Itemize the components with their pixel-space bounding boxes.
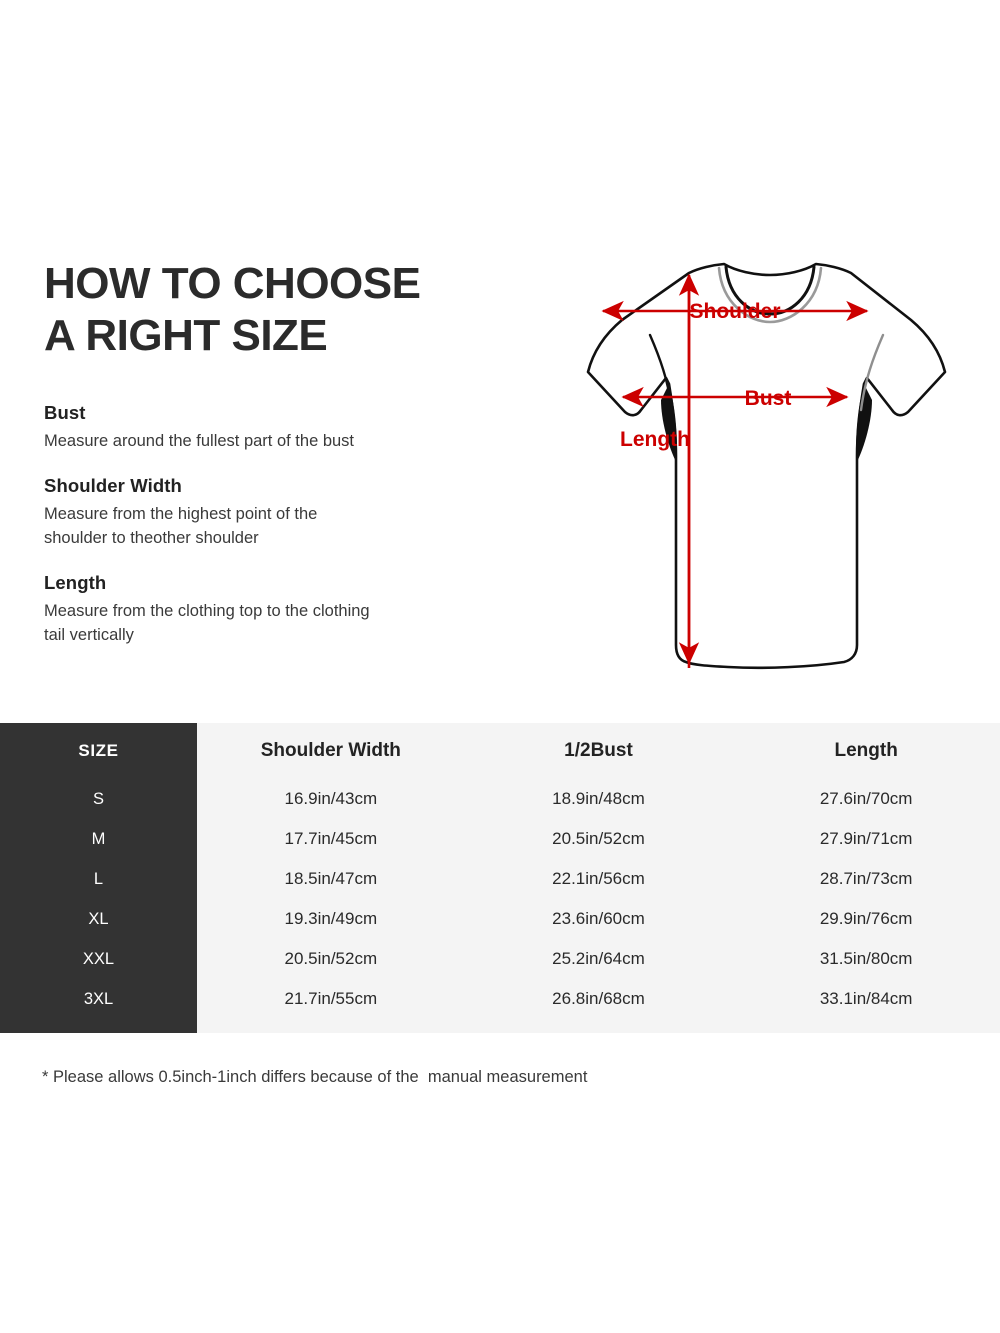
table-cell-shoulder: 17.7in/45cm (197, 819, 465, 859)
table-cell-shoulder: 20.5in/52cm (197, 939, 465, 979)
sleeve-seam-right (859, 333, 885, 412)
measurement-disclaimer: * Please allows 0.5inch-1inch differs be… (42, 1068, 588, 1086)
definition-desc-bust: Measure around the fullest part of the b… (44, 431, 355, 450)
table-cell-bust: 23.6in/60cm (464, 899, 733, 939)
shoulder-label: Shoulder (689, 300, 780, 323)
table-row: M 17.7in/45cm 20.5in/52cm 27.9in/71cm (0, 819, 1000, 859)
table-cell-size: XL (0, 899, 197, 939)
table-cell-length: 31.5in/80cm (732, 939, 1000, 979)
table-cell-bust: 26.8in/68cm (464, 979, 733, 1033)
table-cell-bust: 18.9in/48cm (464, 779, 733, 819)
table-row: L 18.5in/47cm 22.1in/56cm 28.7in/73cm (0, 859, 1000, 899)
table-header-row: SIZE Shoulder Width 1/2Bust Length (0, 723, 1000, 779)
measurement-annotations: Shoulder Bust Length (601, 273, 869, 668)
table-cell-bust: 20.5in/52cm (464, 819, 733, 859)
collar-neckline (724, 265, 816, 316)
table-row: 3XL 21.7in/55cm 26.8in/68cm 33.1in/84cm (0, 979, 1000, 1033)
page-title: HOW TO CHOOSE A RIGHT SIZE (44, 258, 474, 362)
page-title-line-2: A RIGHT SIZE (44, 310, 328, 360)
collar-outer-band (717, 266, 823, 324)
table-cell-shoulder: 16.9in/43cm (197, 779, 465, 819)
table-cell-length: 33.1in/84cm (732, 979, 1000, 1033)
table-row: XXL 20.5in/52cm 25.2in/64cm 31.5in/80cm (0, 939, 1000, 979)
table-header-shoulder-width: Shoulder Width (197, 723, 465, 779)
tshirt-body-outline (586, 262, 947, 670)
definition-term-shoulder-width: Shoulder Width (44, 475, 182, 497)
table-row: XL 19.3in/49cm 23.6in/60cm 29.9in/76cm (0, 899, 1000, 939)
definition-desc-length: Measure from the clothing top to the clo… (44, 602, 370, 644)
table-cell-length: 27.9in/71cm (732, 819, 1000, 859)
table-header-half-bust: 1/2Bust (464, 723, 733, 779)
table-cell-size: XXL (0, 939, 197, 979)
table-cell-shoulder: 18.5in/47cm (197, 859, 465, 899)
definition-length: Length Measure from the clothing top to … (44, 572, 474, 647)
armpit-wedge-right (856, 384, 872, 464)
tshirt-outline-group (586, 262, 947, 670)
definition-bust: Bust Measure around the fullest part of … (44, 402, 474, 453)
table-cell-bust: 22.1in/56cm (464, 859, 733, 899)
table-cell-size: M (0, 819, 197, 859)
table-cell-shoulder: 19.3in/49cm (197, 899, 465, 939)
length-label: Length (620, 428, 690, 451)
info-column: HOW TO CHOOSE A RIGHT SIZE Bust Measure … (44, 258, 474, 669)
table-cell-size: 3XL (0, 979, 197, 1033)
sleeve-seam-left (648, 333, 674, 412)
page-title-line-1: HOW TO CHOOSE (44, 259, 421, 308)
table-header-length: Length (732, 723, 1000, 779)
table-cell-length: 28.7in/73cm (732, 859, 1000, 899)
size-chart-table: SIZE Shoulder Width 1/2Bust Length S 16.… (0, 723, 1000, 1035)
tshirt-measurement-diagram: Shoulder Bust Length (500, 250, 970, 690)
definition-desc-shoulder-width: Measure from the highest point of the sh… (44, 505, 318, 547)
definition-shoulder-width: Shoulder Width Measure from the highest … (44, 475, 474, 550)
bust-label: Bust (745, 387, 792, 410)
table-cell-size: L (0, 859, 197, 899)
armpit-wedge-left (661, 384, 677, 464)
table-row: S 16.9in/43cm 18.9in/48cm 27.6in/70cm (0, 779, 1000, 819)
table-cell-shoulder: 21.7in/55cm (197, 979, 465, 1033)
definition-term-length: Length (44, 572, 107, 594)
table-cell-length: 27.6in/70cm (732, 779, 1000, 819)
table-cell-bust: 25.2in/64cm (464, 939, 733, 979)
table-cell-length: 29.9in/76cm (732, 899, 1000, 939)
definition-term-bust: Bust (44, 401, 86, 423)
table-cell-size: S (0, 779, 197, 819)
table-header-size: SIZE (0, 723, 197, 779)
